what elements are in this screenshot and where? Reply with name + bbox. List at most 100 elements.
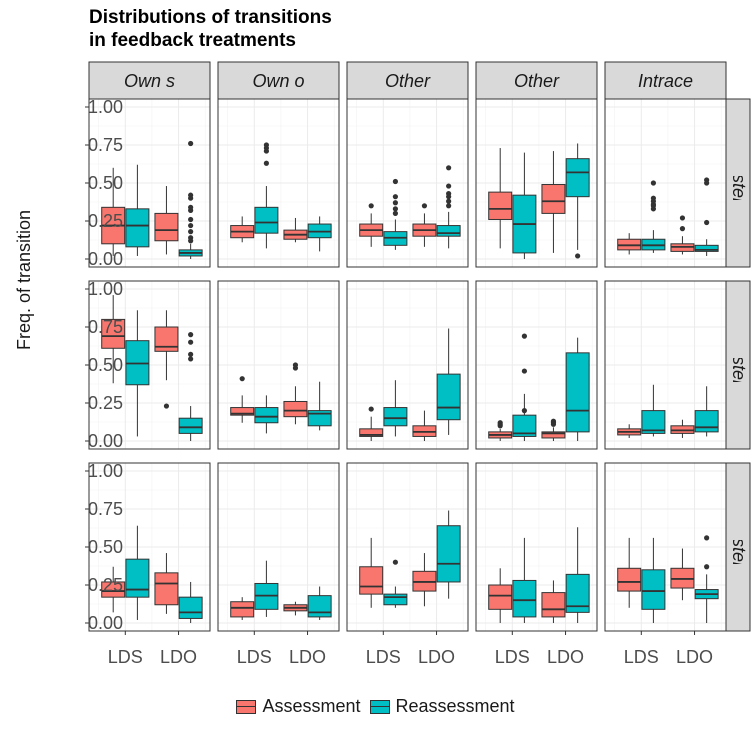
outlier-point [392,200,398,206]
column-strip-label: Other [385,71,431,91]
y-tick-label: 0.00 [88,613,123,633]
row-strip-label: Cluster 1 [729,147,749,219]
outlier-point [392,210,398,216]
legend-item-assessment: Assessment [236,696,360,717]
outlier-point [446,203,452,209]
box-assessment [101,581,126,598]
outlier-point [704,180,710,186]
box-reassessment [383,407,408,427]
box-reassessment [125,558,150,598]
x-tick-label: LDS [366,647,401,667]
y-tick-label: 0.25 [88,393,123,413]
box-assessment [488,584,513,610]
panel-border [604,462,727,632]
box-assessment [230,407,255,416]
outlier-point [263,148,269,154]
outlier-point [188,216,194,223]
column-strip-label: Intrace [638,71,693,91]
legend-key-assessment [236,699,257,714]
box-assessment [283,400,308,418]
outlier-point [368,203,374,209]
row-strip [725,280,751,450]
outlier-point [188,238,194,244]
outlier-point [368,406,374,412]
column-strip [475,61,598,100]
legend-key-reassessment [369,699,390,714]
box-reassessment [254,206,279,234]
box-reassessment [641,410,666,434]
column-strip-label: Own o [252,71,304,91]
panel-border [217,462,340,632]
outlier-point [575,253,581,259]
legend-label-reassessment: Reassessment [395,696,515,716]
y-tick-label: 1.00 [88,461,123,481]
outlier-point [704,535,710,541]
box-reassessment [178,596,203,619]
x-tick-label: LDS [237,647,272,667]
box-reassessment [307,595,332,618]
box-reassessment [694,410,719,433]
outlier-point [446,198,452,204]
outlier-point [188,332,194,338]
outlier-point [446,183,452,189]
column-strip-label: Own s [124,71,175,91]
column-strip [604,61,727,100]
outlier-point [446,165,452,171]
panel-border [604,280,727,450]
panel-border [346,462,469,632]
panel-border [475,462,598,632]
panel-border [346,98,469,268]
y-tick-label: 1.00 [88,97,123,117]
row-strip [725,462,751,632]
box-assessment [101,318,126,349]
box-assessment [359,428,384,437]
column-strip [88,61,211,100]
outlier-point [188,229,194,235]
box-assessment [154,572,179,606]
outlier-point [679,215,686,221]
outlier-point [521,333,528,339]
column-strip [217,61,340,100]
y-tick-label: 1.00 [88,279,123,299]
outlier-point [392,206,398,212]
y-tick-label: 0.75 [88,135,123,155]
box-reassessment [512,579,537,618]
outlier-point [650,180,657,186]
box-reassessment [254,407,279,424]
x-tick-label: LDS [495,647,530,667]
outlier-point [292,365,299,371]
y-tick-label: 0.75 [88,499,123,519]
x-tick-label: LDS [108,647,143,667]
x-tick-label: LDS [624,647,659,667]
x-tick-label: LDO [547,647,584,667]
box-assessment [541,184,566,214]
box-reassessment [565,158,590,198]
panel-border [475,98,598,268]
box-reassessment [436,525,461,583]
box-reassessment [383,593,408,606]
column-strip [346,61,469,100]
outlier-point [392,559,398,565]
panel-border [604,98,727,268]
y-tick-label: 0.50 [88,355,123,375]
box-assessment [230,601,255,618]
outlier-point [679,226,686,232]
chart-title: Distributions of transitions in feedback… [89,6,332,52]
outlier-point [421,203,428,209]
outlier-point [521,368,528,374]
outlier-point [650,206,657,212]
row-strip [725,98,751,268]
box-assessment [154,212,179,242]
box-assessment [541,592,566,618]
box-reassessment [178,417,203,434]
box-reassessment [565,352,590,433]
box-reassessment [641,569,666,610]
x-tick-label: LDO [289,647,326,667]
panel-border [217,98,340,268]
box-assessment [359,566,384,595]
box-assessment [488,191,513,220]
outlier-point [188,222,194,229]
outlier-point [188,351,194,357]
box-reassessment [565,573,590,613]
